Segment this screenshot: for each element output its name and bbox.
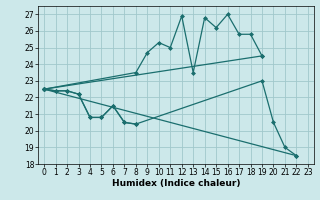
X-axis label: Humidex (Indice chaleur): Humidex (Indice chaleur): [112, 179, 240, 188]
